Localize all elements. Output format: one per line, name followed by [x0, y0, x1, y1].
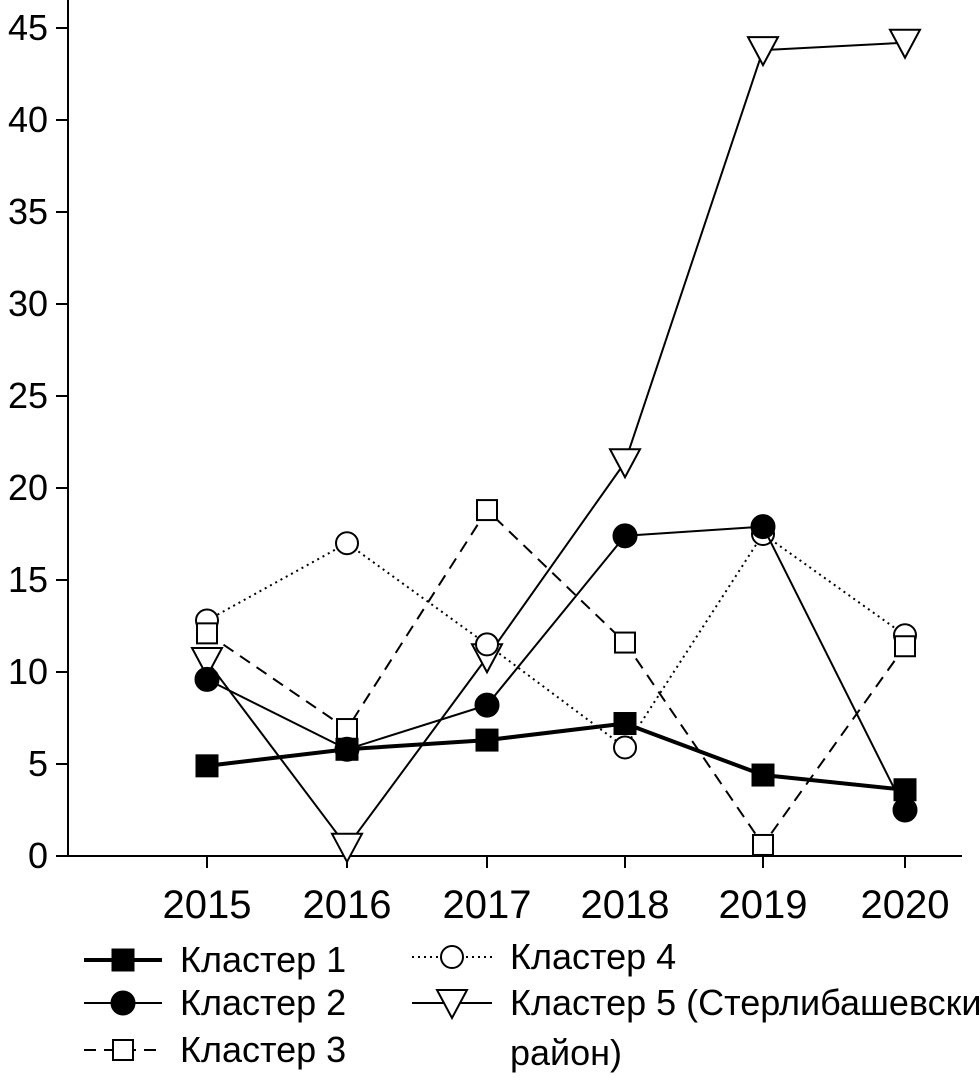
series-line-4 — [206, 533, 906, 749]
legend-item-3: Кластер 3 — [84, 1029, 346, 1070]
data-point-5-2015 — [190, 646, 224, 679]
data-point-1-2019 — [751, 763, 775, 787]
y-tick-label: 40 — [8, 99, 48, 140]
series-line-1 — [206, 721, 906, 792]
y-tick-label: 20 — [8, 467, 48, 508]
legend-item-4: Кластер 4 — [412, 936, 676, 977]
y-tick-label: 15 — [8, 559, 48, 600]
series-line-2 — [206, 525, 906, 811]
legend-label-line: Кластер 5 (Стерлибашевский — [510, 982, 980, 1023]
legend-item-5: Кластер 5 (Стерлибашевский район) — [412, 982, 980, 1073]
data-point-3-2018 — [614, 631, 636, 654]
y-tick-label: 0 — [28, 835, 48, 876]
series-3 — [196, 499, 916, 856]
legend-item-2: Кластер 2 — [84, 982, 346, 1023]
data-point-3-2017 — [476, 499, 498, 522]
y-tick-label: 30 — [8, 283, 48, 324]
data-point-5-2019 — [746, 36, 780, 68]
series-1 — [195, 712, 917, 802]
data-point-1-2015 — [195, 754, 219, 778]
data-point-3-2020 — [894, 635, 916, 658]
legend-label: Кластер 4 — [510, 936, 676, 977]
data-point-3-2019 — [752, 833, 774, 856]
y-tick-label: 45 — [8, 7, 48, 48]
x-tick-label: 2020 — [861, 883, 950, 927]
data-point-1-2020 — [893, 778, 917, 802]
legend-marker — [112, 1039, 134, 1061]
x-tick-label: 2017 — [443, 883, 532, 927]
legend-label: Кластер 3 — [180, 1029, 346, 1070]
x-tick-label: 2016 — [303, 883, 392, 927]
series-line-5 — [206, 41, 906, 848]
legend-label-line: район) — [510, 1032, 622, 1073]
data-point-2-2017 — [474, 692, 500, 718]
axes: 0 5 10 15 20 25 30 35 40 45 2015 2016 2017 2018 2019 20… — [8, 0, 962, 927]
series-group — [190, 28, 922, 864]
legend-marker — [110, 990, 136, 1016]
data-point-2-2019 — [750, 514, 776, 540]
y-tick-label: 5 — [28, 743, 48, 784]
series-5 — [190, 28, 922, 864]
data-point-2-2018 — [612, 523, 638, 549]
series-line-3 — [206, 509, 906, 846]
data-point-5-2016 — [330, 832, 364, 864]
data-point-2-2015 — [194, 666, 220, 692]
data-point-4-2017 — [475, 632, 499, 657]
data-point-2-2020 — [892, 797, 918, 823]
data-point-1-2016 — [335, 737, 359, 761]
data-point-5-2020 — [888, 28, 922, 60]
data-point-3-2016 — [336, 718, 358, 741]
data-point-3-2015 — [196, 622, 218, 645]
legend-label: Кластер 2 — [180, 982, 346, 1023]
data-point-5-2018 — [608, 448, 642, 480]
y-tick-label: 10 — [8, 651, 48, 692]
data-point-4-2018 — [613, 735, 637, 760]
legend-marker — [440, 945, 464, 969]
legend-marker — [435, 989, 469, 1021]
data-point-1-2018 — [613, 712, 637, 736]
y-tick-label: 35 — [8, 191, 48, 232]
legend-label: Кластер 1 — [180, 939, 346, 980]
legend-item-1: Кластер 1 — [84, 939, 346, 980]
x-tick-label: 2018 — [581, 883, 670, 927]
x-tick-label: 2019 — [719, 883, 808, 927]
data-point-4-2016 — [335, 531, 359, 556]
legend-marker — [111, 948, 135, 972]
data-point-1-2017 — [475, 728, 499, 752]
x-tick-label: 2015 — [163, 883, 252, 927]
y-tick-label: 25 — [8, 375, 48, 416]
